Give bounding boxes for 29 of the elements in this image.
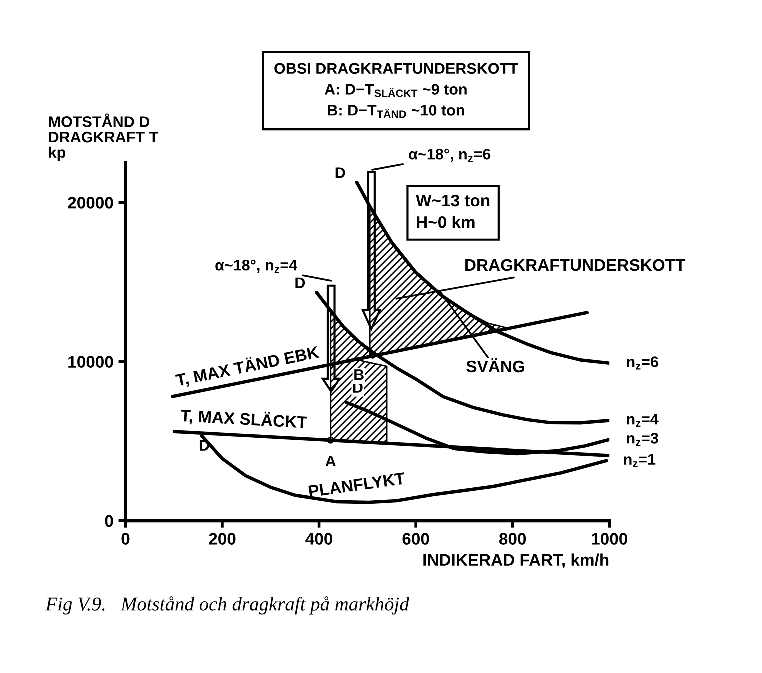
x-tick-label: 1000 <box>592 533 628 545</box>
text: T, MAX TÄND EBK <box>174 344 320 389</box>
annotation: α~18°, n$_{z}$=4 <box>216 260 298 274</box>
annotation: A <box>326 456 336 467</box>
y-tick-label: 0 <box>105 515 114 528</box>
annotation: SVÄNG <box>466 358 524 373</box>
text: Fig V.9. Motstånd och dragkraft på markhöjd <box>46 596 410 615</box>
y-tick-label: 10000 <box>68 356 114 368</box>
x-tick-label: 0 <box>122 533 130 545</box>
text: α~18°, n$_{z}$=6 <box>409 148 491 162</box>
y-tick-label: 20000 <box>68 197 114 209</box>
series-label: n$_{z}$=3 <box>627 433 658 446</box>
annotation: D <box>336 168 346 178</box>
series-label: n$_{z}$=1 <box>624 454 656 468</box>
series-label: n$_{z}$=6 <box>627 356 658 370</box>
series-label: T, MAX SLÄCKT <box>180 407 308 431</box>
x-tick-label: 600 <box>402 533 430 545</box>
annotation: B <box>354 370 364 380</box>
annotation: DRAGKRAFTUNDERSKOTT <box>466 259 686 272</box>
annotation: D <box>296 278 306 288</box>
x-tick-label: 200 <box>209 533 236 545</box>
series-label: n$_{z}$=4 <box>627 414 659 427</box>
x-tick-label: 400 <box>306 533 332 545</box>
x-axis-title: INDIKERAD FART, km/h <box>424 554 609 568</box>
chart-title: OBSI DRAGKRAFTUNDERSKOTT A: D−T$_{SLÄCKT}$ ~9 ton B: D−T$_{TÄND}$ ~10 ton <box>274 63 518 118</box>
y-axis-title: MOTSTÅND D DRAGKRAFT T kp <box>49 114 158 162</box>
x-tick-label: 800 <box>499 533 526 545</box>
annotation: PLANFLYKT <box>308 472 406 498</box>
annotation: W~13 ton H~0 km <box>416 194 490 228</box>
